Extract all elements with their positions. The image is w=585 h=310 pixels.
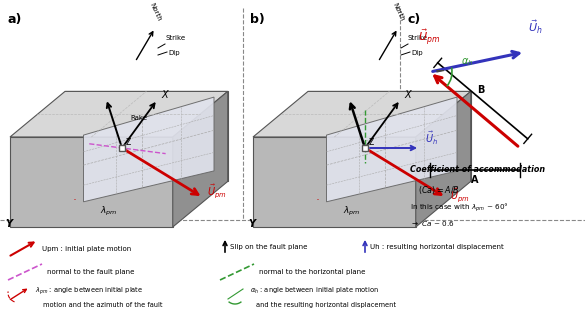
Text: B: B — [477, 85, 485, 95]
Text: $\vec{U}_{h}$: $\vec{U}_{h}$ — [528, 18, 543, 36]
Polygon shape — [308, 91, 471, 181]
Text: $\vec{U}_{pm}$: $\vec{U}_{pm}$ — [450, 187, 470, 204]
Text: Coefficient of accommodation: Coefficient of accommodation — [410, 165, 545, 174]
Text: $\vec{U}_{pm}$: $\vec{U}_{pm}$ — [207, 183, 227, 200]
Text: Rake: Rake — [130, 115, 147, 121]
Text: normal to the horizontal plane: normal to the horizontal plane — [259, 269, 366, 275]
Text: Y: Y — [5, 219, 12, 229]
Text: Dip: Dip — [168, 50, 180, 56]
Polygon shape — [416, 91, 471, 227]
Text: normal to the fault plane: normal to the fault plane — [47, 269, 135, 275]
Polygon shape — [253, 137, 416, 227]
Text: b): b) — [250, 13, 265, 26]
Polygon shape — [326, 97, 457, 202]
Text: North: North — [148, 2, 162, 22]
Text: Strike: Strike — [408, 35, 428, 41]
Text: and the resulting horizontal displacement: and the resulting horizontal displacemen… — [256, 302, 396, 308]
Text: Slip on the fault plane: Slip on the fault plane — [230, 244, 307, 250]
Text: North: North — [391, 2, 405, 22]
Text: a): a) — [7, 13, 22, 26]
Text: Uh : resulting horizontal displacement: Uh : resulting horizontal displacement — [370, 244, 504, 250]
Text: $\vec{U}_{h}$: $\vec{U}_{h}$ — [425, 130, 438, 147]
Text: A: A — [472, 175, 479, 185]
Text: Dip: Dip — [411, 50, 422, 56]
Polygon shape — [10, 137, 173, 227]
Text: $\vec{U}_{pm}$: $\vec{U}_{pm}$ — [418, 28, 440, 48]
Text: In this case with $\lambda_{pm}$ ~ 60°: In this case with $\lambda_{pm}$ ~ 60° — [410, 202, 509, 214]
Text: Z: Z — [369, 138, 374, 147]
Text: X: X — [404, 90, 411, 100]
Text: $\alpha_{h}$ : angle between initial plate motion: $\alpha_{h}$ : angle between initial pla… — [250, 286, 379, 296]
Text: $\rightarrow$ $Ca$ ~ 0.6: $\rightarrow$ $Ca$ ~ 0.6 — [410, 219, 455, 228]
Polygon shape — [173, 91, 228, 227]
Text: $\lambda_{pm}$: $\lambda_{pm}$ — [343, 206, 360, 219]
Text: $\lambda_{pm}$: $\lambda_{pm}$ — [100, 206, 118, 219]
Polygon shape — [10, 91, 228, 137]
Text: Upm : initial plate motion: Upm : initial plate motion — [42, 246, 131, 252]
Text: $\alpha_{h}$: $\alpha_{h}$ — [461, 56, 473, 68]
Text: Z: Z — [126, 138, 131, 147]
Text: Y: Y — [248, 219, 255, 229]
Text: c): c) — [407, 13, 420, 26]
Polygon shape — [65, 91, 228, 181]
Text: $(Ca) = A/B$: $(Ca) = A/B$ — [418, 184, 460, 196]
Text: $\lambda_{pm}$ : angle between initial plate: $\lambda_{pm}$ : angle between initial p… — [35, 285, 143, 297]
Polygon shape — [253, 91, 471, 137]
Polygon shape — [84, 97, 214, 202]
Text: Strike: Strike — [165, 35, 185, 41]
Text: motion and the azimuth of the fault: motion and the azimuth of the fault — [43, 302, 163, 308]
Text: X: X — [161, 90, 168, 100]
